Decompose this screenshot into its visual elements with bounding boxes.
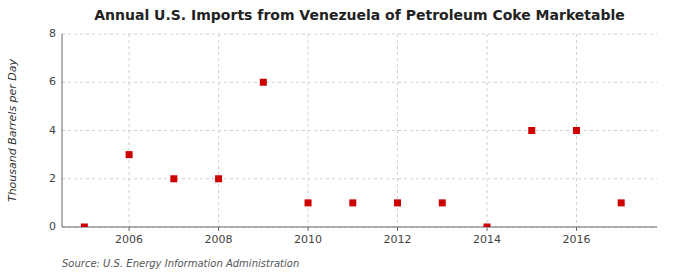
point xyxy=(573,127,580,134)
y-grid-line xyxy=(62,82,657,83)
y-tick-label: 0 xyxy=(49,220,56,233)
y-grid-line xyxy=(62,130,657,131)
x-tick-label: 2016 xyxy=(562,233,590,246)
y-tick-label: 6 xyxy=(49,75,56,88)
point xyxy=(394,199,401,206)
point xyxy=(170,175,177,182)
x-tick xyxy=(397,227,398,231)
x-tick xyxy=(487,227,488,231)
x-tick-label: 2010 xyxy=(294,233,322,246)
x-tick xyxy=(308,227,309,231)
point xyxy=(81,224,88,228)
y-grid-line xyxy=(62,178,657,179)
x-grid-line xyxy=(308,34,309,227)
x-axis-line xyxy=(62,227,657,228)
x-grid-line xyxy=(129,34,130,227)
x-grid-line xyxy=(487,34,488,227)
x-grid-line xyxy=(218,34,219,227)
x-tick-label: 2012 xyxy=(384,233,412,246)
chart: 0 2 4 6 8 2006 2008 2010 2012 2014 2016 Annual U.S.… xyxy=(0,0,675,275)
point xyxy=(439,199,446,206)
y-axis-line xyxy=(62,34,63,227)
point xyxy=(260,79,267,86)
y-grid-line xyxy=(62,227,657,228)
x-tick xyxy=(576,227,577,231)
point xyxy=(618,199,625,206)
title: Annual U.S. Imports from Venezuela of Pe… xyxy=(94,7,625,23)
points xyxy=(81,79,625,227)
y-grid-line xyxy=(62,34,657,35)
y-axis-label: Thousand Barrels per Day xyxy=(6,58,19,202)
point xyxy=(349,199,356,206)
point xyxy=(528,127,535,134)
y-tick-label: 8 xyxy=(49,27,56,40)
x-tick xyxy=(129,227,130,231)
x-tick xyxy=(218,227,219,231)
source: Source: U.S. Energy Information Administ… xyxy=(62,258,299,269)
x-tick-label: 2006 xyxy=(115,233,143,246)
x-tick-label: 2014 xyxy=(473,233,501,246)
point xyxy=(484,224,491,228)
x-grid-line xyxy=(397,34,398,227)
point xyxy=(305,199,312,206)
y-tick-label: 2 xyxy=(49,172,56,185)
x-tick-label: 2008 xyxy=(205,233,233,246)
grid xyxy=(62,34,657,227)
point xyxy=(215,175,222,182)
y-tick-label: 4 xyxy=(49,124,56,137)
point xyxy=(126,151,133,158)
